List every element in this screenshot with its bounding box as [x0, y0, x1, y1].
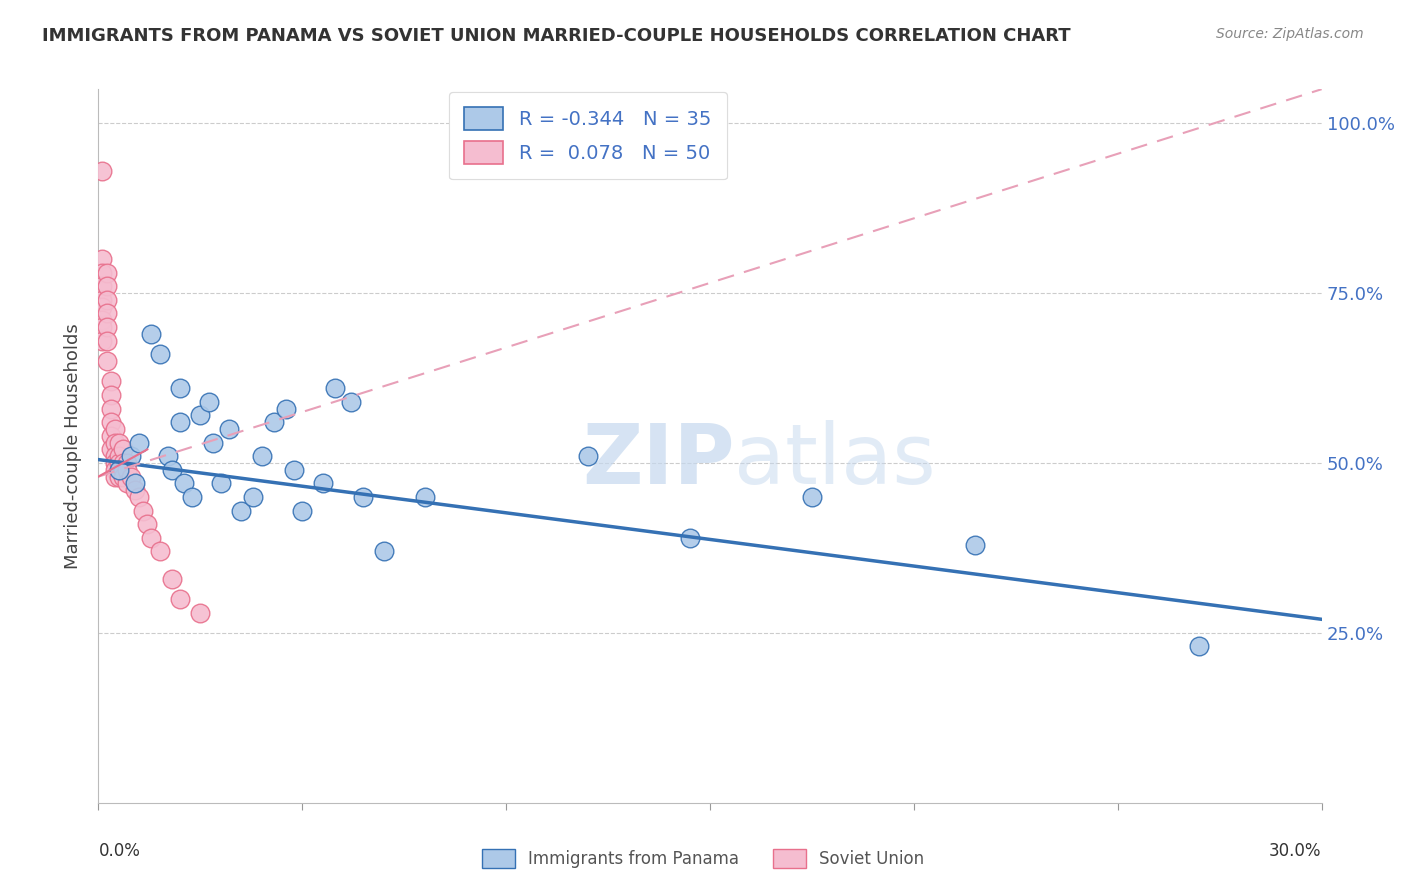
Point — [108, 435, 131, 450]
Point — [96, 354, 118, 368]
Point — [156, 449, 179, 463]
Point — [108, 463, 131, 477]
Text: 30.0%: 30.0% — [1270, 842, 1322, 860]
Point — [965, 537, 987, 551]
Point — [201, 435, 224, 450]
Point — [132, 503, 155, 517]
Point — [323, 381, 346, 395]
Point — [115, 476, 138, 491]
Point — [96, 279, 118, 293]
Point — [413, 490, 436, 504]
Point — [100, 415, 122, 429]
Point — [1188, 640, 1211, 654]
Point — [209, 476, 232, 491]
Point — [91, 313, 114, 327]
Point — [352, 490, 374, 504]
Point — [169, 591, 191, 606]
Point — [120, 449, 142, 463]
Point — [104, 469, 127, 483]
Text: atlas: atlas — [734, 420, 936, 500]
Point — [291, 503, 314, 517]
Point — [141, 326, 163, 341]
Point — [91, 334, 114, 348]
Point — [96, 266, 118, 280]
Text: IMMIGRANTS FROM PANAMA VS SOVIET UNION MARRIED-COUPLE HOUSEHOLDS CORRELATION CHA: IMMIGRANTS FROM PANAMA VS SOVIET UNION M… — [42, 27, 1071, 45]
Point — [679, 531, 702, 545]
Point — [173, 476, 195, 491]
Point — [115, 456, 138, 470]
Point — [801, 490, 824, 504]
Point — [169, 415, 191, 429]
Point — [108, 463, 131, 477]
Point — [104, 435, 127, 450]
Legend: Immigrants from Panama, Soviet Union: Immigrants from Panama, Soviet Union — [475, 842, 931, 875]
Point — [274, 401, 297, 416]
Point — [100, 375, 122, 389]
Point — [128, 435, 150, 450]
Point — [136, 517, 159, 532]
Point — [100, 388, 122, 402]
Point — [373, 544, 395, 558]
Point — [91, 300, 114, 314]
Point — [108, 469, 131, 483]
Point — [124, 476, 146, 491]
Point — [96, 293, 118, 307]
Point — [108, 456, 131, 470]
Point — [91, 252, 114, 266]
Point — [111, 456, 134, 470]
Point — [120, 469, 142, 483]
Point — [91, 320, 114, 334]
Point — [160, 572, 183, 586]
Point — [181, 490, 204, 504]
Point — [104, 456, 127, 470]
Point — [91, 163, 114, 178]
Point — [115, 463, 138, 477]
Text: ZIP: ZIP — [582, 420, 734, 500]
Point — [188, 606, 212, 620]
Point — [91, 293, 114, 307]
Point — [100, 401, 122, 416]
Point — [91, 279, 114, 293]
Point — [149, 544, 172, 558]
Point — [340, 394, 363, 409]
Point — [188, 409, 212, 423]
Point — [250, 449, 273, 463]
Point — [169, 381, 191, 395]
Point — [263, 415, 285, 429]
Point — [111, 469, 134, 483]
Point — [111, 442, 134, 457]
Point — [96, 334, 118, 348]
Point — [149, 347, 172, 361]
Point — [283, 463, 305, 477]
Y-axis label: Married-couple Households: Married-couple Households — [65, 323, 83, 569]
Point — [108, 449, 131, 463]
Point — [218, 422, 240, 436]
Legend: R = -0.344   N = 35, R =  0.078   N = 50: R = -0.344 N = 35, R = 0.078 N = 50 — [449, 92, 727, 179]
Point — [96, 320, 118, 334]
Point — [104, 422, 127, 436]
Point — [231, 503, 253, 517]
Point — [104, 463, 127, 477]
Point — [141, 531, 163, 545]
Text: Source: ZipAtlas.com: Source: ZipAtlas.com — [1216, 27, 1364, 41]
Point — [111, 463, 134, 477]
Point — [197, 394, 219, 409]
Point — [100, 442, 122, 457]
Point — [160, 463, 183, 477]
Point — [104, 449, 127, 463]
Point — [91, 266, 114, 280]
Point — [242, 490, 264, 504]
Point — [576, 449, 599, 463]
Point — [96, 306, 118, 320]
Point — [100, 429, 122, 443]
Point — [128, 490, 150, 504]
Text: 0.0%: 0.0% — [98, 842, 141, 860]
Point — [124, 483, 146, 498]
Point — [312, 476, 335, 491]
